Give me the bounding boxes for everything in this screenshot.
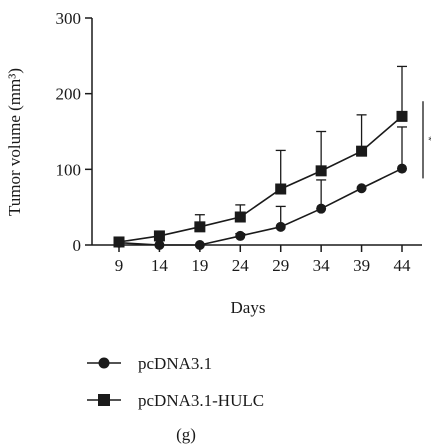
x-tick-label: 24 bbox=[232, 256, 250, 275]
y-tick-label: 200 bbox=[56, 85, 82, 104]
error-bars bbox=[114, 65, 407, 243]
data-point-circle bbox=[397, 163, 407, 174]
data-point-circle bbox=[154, 240, 165, 250]
panel-label: (g) bbox=[176, 425, 196, 444]
x-tick-label: 39 bbox=[353, 256, 370, 275]
data-point-square bbox=[113, 236, 125, 248]
data-point-circle bbox=[316, 203, 327, 214]
x-tick-label: 44 bbox=[394, 256, 412, 275]
legend-square-marker bbox=[98, 394, 110, 406]
legend-item-pcdna31-hulc: pcDNA3.1-HULC bbox=[87, 391, 264, 410]
series-line-0 bbox=[118, 167, 403, 246]
x-tick-label: 14 bbox=[151, 256, 169, 275]
series-lines bbox=[118, 115, 403, 246]
significance-marker: * bbox=[428, 133, 431, 147]
x-tick-label: 9 bbox=[115, 256, 124, 275]
significance-annotation: * bbox=[422, 101, 431, 179]
y-tick-label: 300 bbox=[56, 9, 82, 28]
data-point-square bbox=[153, 230, 165, 242]
y-tick-label: 100 bbox=[56, 160, 82, 179]
axes: 0 100 200 300 9 14 19 24 29 34 39 44 bbox=[56, 9, 422, 275]
y-axis-title: Tumor volume (mm³) bbox=[5, 68, 24, 216]
data-point-square bbox=[275, 183, 287, 195]
y-tick-label: 0 bbox=[73, 236, 82, 255]
data-point-circle bbox=[194, 240, 205, 250]
x-axis-title: Days bbox=[231, 298, 266, 317]
legend-item-pcdna31: pcDNA3.1 bbox=[87, 354, 212, 373]
data-point-square bbox=[234, 211, 246, 223]
x-tick-label: 19 bbox=[191, 256, 208, 275]
data-point-square bbox=[315, 165, 327, 177]
data-point-circle bbox=[275, 221, 286, 232]
data-point-square bbox=[356, 145, 368, 157]
series-markers bbox=[113, 110, 408, 250]
data-point-square bbox=[396, 110, 408, 122]
series-line-1 bbox=[118, 115, 403, 243]
data-point-circle bbox=[356, 183, 367, 194]
legend-circle-marker bbox=[98, 357, 110, 369]
legend-label-pcdna31-hulc: pcDNA3.1-HULC bbox=[138, 391, 264, 410]
x-tick-label: 34 bbox=[313, 256, 331, 275]
data-point-circle bbox=[235, 230, 246, 241]
legend-label-pcdna31: pcDNA3.1 bbox=[138, 354, 212, 373]
legend: pcDNA3.1 pcDNA3.1-HULC bbox=[87, 354, 264, 410]
data-point-square bbox=[194, 221, 206, 233]
x-tick-label: 29 bbox=[272, 256, 289, 275]
